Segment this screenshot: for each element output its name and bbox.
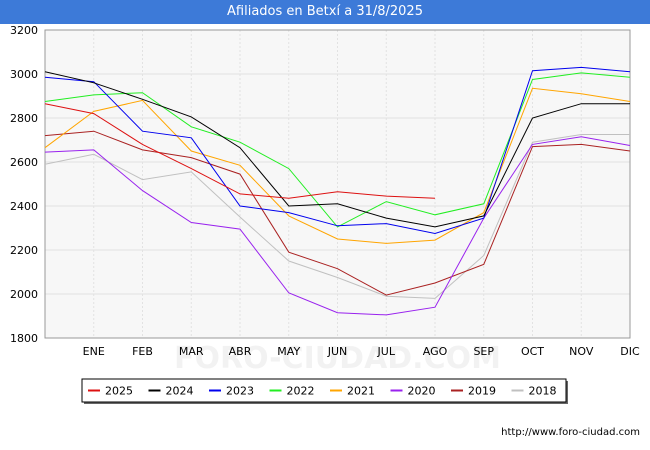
legend-label-2023: 2023 (226, 385, 254, 398)
series-line-2018 (44, 134, 630, 299)
series-line-2019 (44, 130, 631, 296)
legend-label-2024: 2024 (166, 385, 194, 398)
x-tick-label: OCT (521, 345, 544, 358)
legend-label-2025: 2025 (105, 385, 133, 398)
x-tick-label: AGO (423, 345, 448, 358)
x-tick-label: NOV (569, 345, 594, 358)
plot-border (44, 29, 631, 339)
x-tick-label: FEB (132, 345, 153, 358)
series-line-2022 (44, 72, 631, 228)
legend-label-2019: 2019 (468, 385, 496, 398)
watermark: FORO-CIUDAD.COM (174, 341, 501, 376)
series-line-2024 (44, 71, 630, 228)
x-tick-label: DIC (620, 345, 640, 358)
x-tick-label: ENE (83, 345, 105, 358)
x-tick-label: ABR (229, 345, 252, 358)
y-tick-label: 2200 (10, 244, 38, 257)
x-tick-label: SEP (473, 345, 494, 358)
legend-label-2018: 2018 (529, 385, 557, 398)
series-line-2023 (44, 66, 631, 235)
x-tick-label: MAR (179, 345, 204, 358)
series-line-2021 (44, 87, 631, 244)
legend-label-2021: 2021 (347, 385, 375, 398)
chart-title: Afiliados en Betxí a 31/8/2025 (227, 4, 423, 19)
footer-url[interactable]: http://www.foro-ciudad.com (501, 427, 640, 438)
y-tick-label: 3000 (10, 68, 38, 81)
x-tick-label: JUN (327, 345, 348, 358)
legend-label-2022: 2022 (287, 385, 315, 398)
y-tick-label: 2600 (10, 156, 38, 169)
x-tick-label: MAY (277, 345, 300, 358)
series-line-2025 (44, 103, 436, 199)
y-tick-label: 2800 (10, 112, 38, 125)
legend-box (81, 378, 567, 403)
series-line-2020 (44, 136, 631, 316)
x-tick-label: JUL (377, 345, 396, 358)
y-tick-label: 3200 (10, 24, 38, 37)
y-tick-label: 2400 (10, 200, 38, 213)
y-tick-label: 1800 (10, 332, 38, 345)
title-bar (0, 0, 650, 24)
legend-label-2020: 2020 (408, 385, 436, 398)
y-tick-label: 2000 (10, 288, 38, 301)
